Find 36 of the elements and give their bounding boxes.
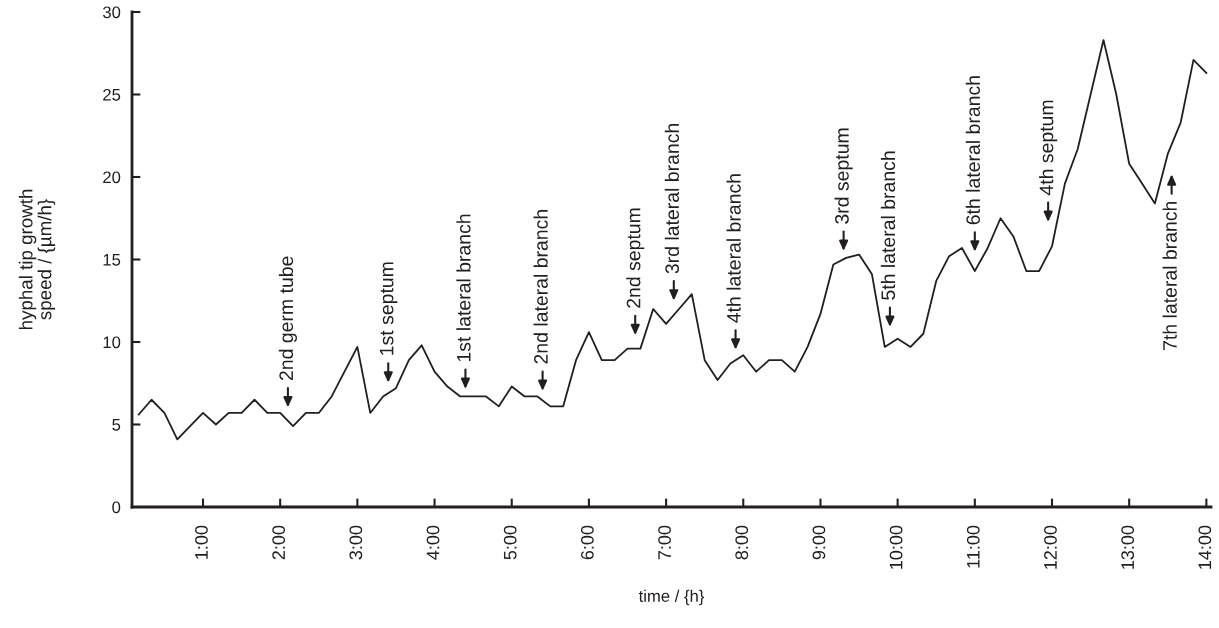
x-tick-label: 3:00 [349, 525, 363, 560]
y-tick-label: 25 [103, 88, 121, 101]
annotation: 4th lateral branch [726, 174, 741, 323]
x-axis-title: time / {h} [638, 589, 705, 606]
x-tick-label: 13:00 [1121, 525, 1135, 569]
annotation: 3rd lateral branch [664, 124, 680, 274]
x-tick-label: 12:00 [1044, 525, 1057, 569]
y-tick-label: 20 [103, 171, 121, 184]
y-tick-label: 15 [103, 254, 121, 266]
y-tick-label: 30 [102, 6, 121, 19]
annotation: 2nd lateral branch [533, 210, 548, 364]
annotation: 2nd germ tube [278, 256, 297, 381]
x-tick-label: 8:00 [735, 525, 749, 560]
x-tick-label: 11:00 [966, 525, 980, 568]
line-series [137, 39, 1208, 441]
annotation: 4th septum [1039, 100, 1058, 196]
annotation: 2nd septum [626, 208, 645, 308]
x-tick-label: 9:00 [812, 525, 826, 560]
x-tick-label: 7:00 [658, 525, 671, 560]
y-tick-label: 5 [112, 419, 121, 431]
annotation: 1st septum [379, 262, 398, 355]
x-tick-label: 14:00 [1198, 525, 1212, 569]
x-tick-label: 6:00 [580, 525, 594, 560]
annotation: 3rd septum [834, 128, 853, 224]
x-tick-label: 4:00 [426, 525, 440, 560]
y-axis-title: hyphal tip growth speed / {µm/h} [18, 189, 56, 330]
x-tick-label: 10:00 [889, 525, 903, 569]
y-tick-label: 10 [103, 336, 121, 349]
y-tick-label: 0 [112, 501, 121, 514]
annotation: 1st lateral branch [456, 214, 471, 362]
x-tick-label: 1:00 [195, 525, 208, 559]
x-tick-label: 2:00 [272, 525, 286, 560]
annotation: 6th lateral branch [965, 76, 981, 225]
annotation: 5th lateral branch [880, 151, 896, 300]
x-tick-label: 5:00 [503, 525, 517, 560]
annotation: 7th lateral branch [1162, 201, 1177, 350]
